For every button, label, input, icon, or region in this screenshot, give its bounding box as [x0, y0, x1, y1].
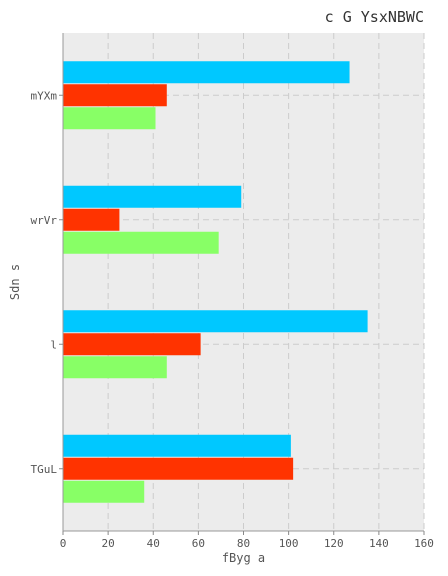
axes: 0 20 40 60 80 100 120 140 160 mYXm wrVr l TGuL [31, 33, 434, 550]
bar [63, 61, 350, 84]
x-axis-title: fByg a [222, 551, 265, 565]
y-tick-label: mYXm [31, 89, 58, 102]
x-tick-label: 0 [60, 537, 67, 550]
y-tick-label: l [50, 338, 57, 351]
x-tick-label: 120 [324, 537, 344, 550]
bar [63, 84, 167, 107]
y-tick-label: TGuL [31, 463, 58, 476]
bar [63, 457, 294, 480]
chart-title: c G YsxNBWC [325, 8, 424, 26]
x-tick-label: 100 [279, 537, 299, 550]
x-tick-label: 60 [192, 537, 205, 550]
x-tick-label: 20 [102, 537, 115, 550]
bar [63, 208, 120, 231]
bar [63, 480, 145, 503]
bar [63, 231, 219, 254]
y-axis-title: Sdn s [8, 264, 22, 300]
bars [63, 61, 368, 503]
bar [63, 434, 291, 457]
bar [63, 310, 368, 333]
x-tick-label: 160 [414, 537, 434, 550]
bar [63, 185, 242, 208]
bar [63, 107, 156, 130]
bar [63, 356, 167, 379]
x-tick-label: 140 [369, 537, 389, 550]
x-tick-label: 80 [237, 537, 250, 550]
x-tick-label: 40 [147, 537, 160, 550]
bar [63, 333, 201, 356]
y-tick-label: wrVr [31, 214, 58, 227]
